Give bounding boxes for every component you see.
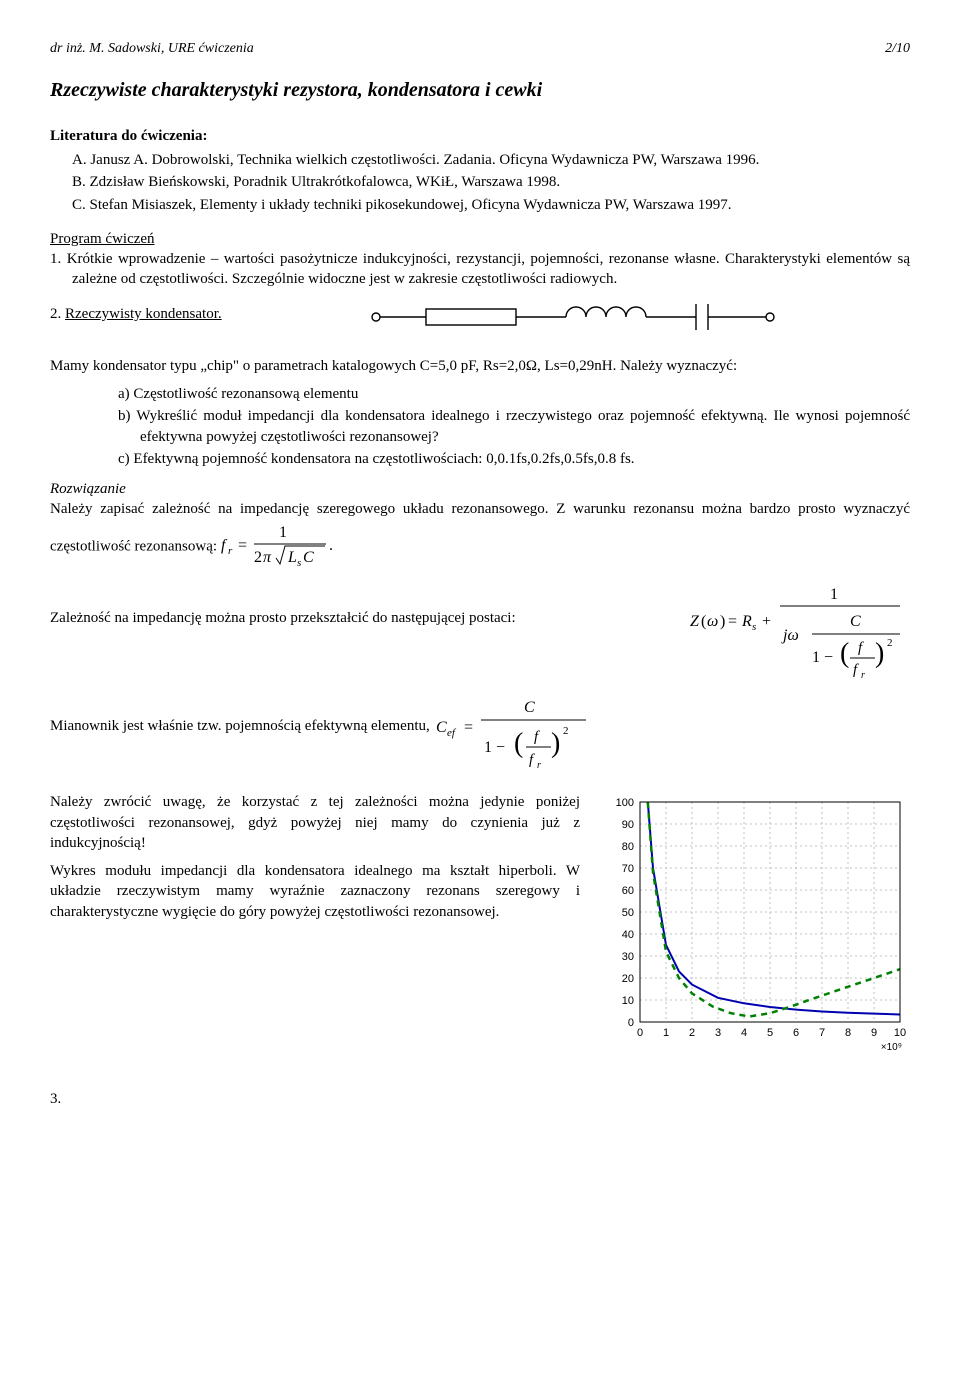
svg-text:70: 70 — [622, 863, 634, 875]
svg-text:Z: Z — [690, 613, 700, 630]
svg-text:f: f — [853, 662, 859, 678]
svg-text:C: C — [436, 719, 447, 736]
svg-text:(: ( — [840, 638, 849, 669]
solution-p3-text: Mianownik jest właśnie tzw. pojemnością … — [50, 718, 430, 734]
svg-text:20: 20 — [622, 973, 634, 985]
svg-text:L: L — [287, 549, 297, 566]
svg-text:0: 0 — [628, 1017, 634, 1029]
svg-text:60: 60 — [622, 885, 634, 897]
svg-text:+: + — [762, 613, 771, 630]
header-left: dr inż. M. Sadowski, URE ćwiczenia — [50, 40, 254, 59]
literature-item: A. Janusz A. Dobrowolski, Technika wielk… — [94, 150, 910, 170]
svg-text:80: 80 — [622, 841, 634, 853]
svg-text:1 −: 1 − — [484, 739, 505, 756]
svg-text:C: C — [850, 613, 861, 630]
task-a: a) Częstotliwość rezonansową elementu — [140, 384, 910, 404]
literature-item: B. Zdzisław Bieńskowski, Poradnik Ultrak… — [94, 172, 910, 192]
svg-text:×10⁹: ×10⁹ — [881, 1042, 902, 1052]
section-2-number: 2. — [50, 306, 65, 322]
page-header: dr inż. M. Sadowski, URE ćwiczenia 2/10 — [50, 40, 910, 59]
svg-text:π: π — [263, 549, 272, 566]
formula-fr: f r = 1 2 π L s C . — [221, 520, 341, 574]
header-right: 2/10 — [885, 40, 910, 59]
svg-text:8: 8 — [845, 1027, 851, 1039]
solution-p1-text: Należy zapisać zależność na impedancję s… — [50, 501, 910, 554]
literature-heading: Literatura do ćwiczenia: — [50, 126, 910, 146]
svg-text:7: 7 — [819, 1027, 825, 1039]
svg-text:90: 90 — [622, 819, 634, 831]
svg-text:C: C — [524, 699, 535, 716]
svg-text:(: ( — [514, 728, 523, 759]
svg-text:50: 50 — [622, 907, 634, 919]
section-3-number: 3. — [50, 1089, 910, 1109]
svg-text:): ) — [551, 728, 560, 759]
svg-text:ω: ω — [707, 613, 718, 630]
svg-text:40: 40 — [622, 929, 634, 941]
svg-text:100: 100 — [616, 797, 634, 809]
svg-text:(: ( — [701, 613, 706, 630]
svg-text:10: 10 — [894, 1027, 906, 1039]
task-sublist: a) Częstotliwość rezonansową elementu b)… — [50, 384, 910, 469]
svg-text:2: 2 — [254, 549, 262, 566]
svg-text:2: 2 — [887, 637, 893, 649]
svg-text:C: C — [303, 549, 314, 566]
hyperbola-paragraph: Wykres modułu impedancji dla kondensator… — [50, 861, 580, 922]
svg-text:): ) — [720, 613, 725, 630]
svg-text:30: 30 — [622, 951, 634, 963]
impedance-chart: 0123456789100102030405060708090100×10⁹ — [600, 792, 910, 1058]
svg-text:s: s — [752, 621, 756, 633]
svg-text:0: 0 — [637, 1027, 643, 1039]
svg-text:1 −: 1 − — [812, 649, 833, 666]
task-b: b) Wykreślić moduł impedancji dla konden… — [140, 406, 910, 447]
svg-text:s: s — [297, 557, 301, 568]
svg-text:jω: jω — [781, 627, 799, 644]
svg-text:f: f — [221, 537, 228, 554]
solution-p1: Należy zapisać zależność na impedancję s… — [50, 499, 910, 574]
circuit-diagram — [222, 300, 910, 340]
section-2: 2. Rzeczywisty kondensator. — [50, 304, 910, 350]
svg-text:.: . — [329, 537, 333, 554]
svg-text:5: 5 — [767, 1027, 773, 1039]
literature-item: C. Stefan Misiaszek, Elementy i układy t… — [94, 195, 910, 215]
svg-text:f: f — [529, 752, 535, 768]
program-item-1: 1. Krótkie wprowadzenie – wartości pasoż… — [50, 249, 910, 290]
svg-text:2: 2 — [563, 725, 569, 737]
svg-text:=: = — [238, 537, 247, 554]
note-paragraph: Należy zwrócić uwagę, że korzystać z tej… — [50, 792, 580, 853]
svg-text:1: 1 — [279, 524, 287, 541]
svg-text:9: 9 — [871, 1027, 877, 1039]
svg-text:): ) — [875, 638, 884, 669]
svg-text:R: R — [741, 613, 752, 630]
svg-text:r: r — [537, 760, 541, 771]
svg-text:2: 2 — [689, 1027, 695, 1039]
section-2-link: Rzeczywisty kondensator. — [65, 306, 222, 322]
svg-text:f: f — [858, 640, 864, 656]
formula-cef: C ef = C 1 − ( f f r ) 2 — [430, 694, 626, 782]
formula-z-omega: Z ( ω ) = R s + 1 jω C 1 − ( f f r ) 2 — [690, 582, 910, 688]
program-heading: Program ćwiczeń — [50, 229, 910, 249]
svg-text:3: 3 — [715, 1027, 721, 1039]
text-chart-row: Należy zwrócić uwagę, że korzystać z tej… — [50, 792, 910, 1058]
svg-text:6: 6 — [793, 1027, 799, 1039]
svg-text:r: r — [228, 545, 233, 557]
svg-text:f: f — [534, 729, 540, 745]
solution-heading: Rozwiązanie — [50, 479, 910, 499]
svg-text:4: 4 — [741, 1027, 747, 1039]
param-paragraph: Mamy kondensator typu „chip" o parametra… — [50, 356, 910, 376]
svg-text:=: = — [464, 719, 473, 736]
task-c: c) Efektywną pojemność kondensatora na c… — [140, 449, 910, 469]
solution-p2-text: Zależność na impedancję można prosto prz… — [50, 610, 516, 626]
svg-text:10: 10 — [622, 995, 634, 1007]
literature-list: A. Janusz A. Dobrowolski, Technika wielk… — [50, 150, 910, 215]
svg-text:1: 1 — [830, 586, 838, 603]
svg-text:ef: ef — [447, 727, 457, 739]
svg-text:1: 1 — [663, 1027, 669, 1039]
svg-text:=: = — [728, 613, 737, 630]
page-title: Rzeczywiste charakterystyki rezystora, k… — [50, 77, 910, 104]
svg-text:r: r — [861, 670, 865, 681]
